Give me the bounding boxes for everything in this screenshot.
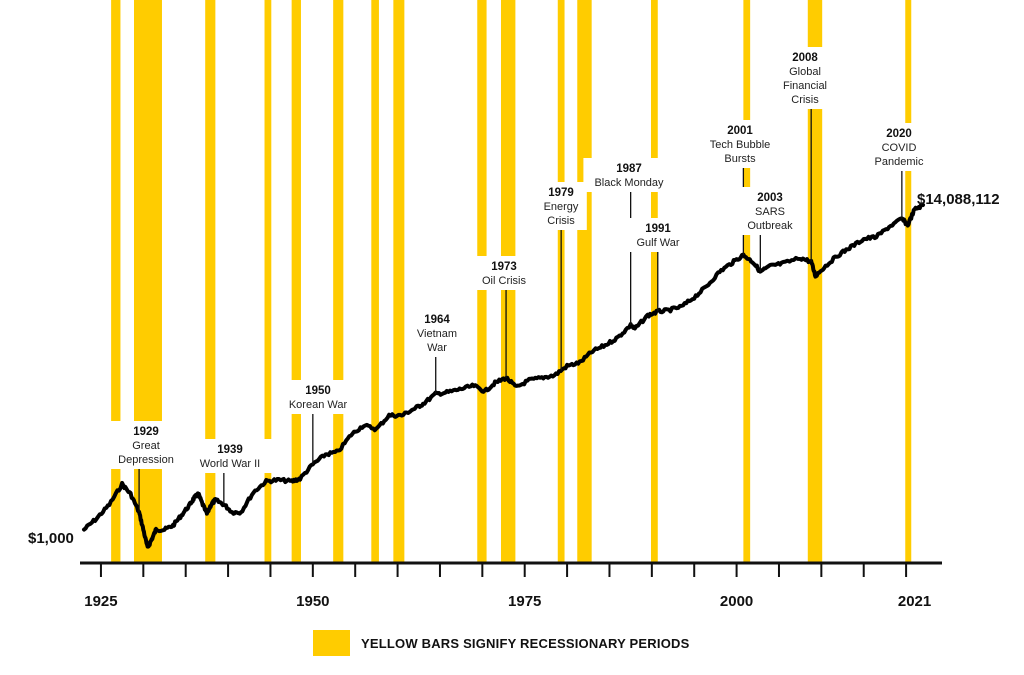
x-tick-label: 1975 xyxy=(508,593,541,610)
recession-bar xyxy=(650,0,658,563)
annotation-text: Great xyxy=(132,440,160,452)
annotation-1991: 1991 Gulf War xyxy=(625,218,691,312)
recession-bar xyxy=(905,0,912,563)
annotation-box xyxy=(184,439,276,473)
annotation-text: Outbreak xyxy=(747,220,793,232)
annotation-text: COVID xyxy=(882,142,917,154)
annotation-text: War xyxy=(427,342,447,354)
annotation-text: Bursts xyxy=(724,153,756,165)
growth-line-series xyxy=(82,202,925,549)
annotation-box xyxy=(535,182,587,230)
annotation-1979: 1979 Energy Crisis xyxy=(535,182,587,371)
annotation-year: 2003 xyxy=(757,192,783,204)
annotation-text: World War II xyxy=(200,458,261,470)
annotation-box xyxy=(465,256,543,290)
annotation-year: 2020 xyxy=(886,128,912,140)
annotation-1939: 1939 World War II xyxy=(184,439,276,505)
annotation-box xyxy=(697,120,783,168)
annotation-2001: 2001 Tech Bubble Bursts xyxy=(697,120,783,256)
annotation-text: Depression xyxy=(118,454,174,466)
annotation-text: Tech Bubble xyxy=(710,139,771,151)
annotation-box xyxy=(107,421,185,469)
annotation-box xyxy=(769,47,841,109)
recession-bar xyxy=(577,0,592,563)
annotation-box xyxy=(583,158,675,192)
annotation-text: Oil Crisis xyxy=(482,275,526,287)
annotation-text: Vietnam xyxy=(417,328,457,340)
x-tick-label: 2021 xyxy=(898,593,931,610)
annotation-text: Global xyxy=(789,66,821,78)
annotation-1973: 1973 Oil Crisis xyxy=(465,256,543,378)
recession-bar xyxy=(205,0,216,563)
legend-swatch xyxy=(313,630,350,656)
recession-bar xyxy=(291,0,301,563)
annotation-year: 1973 xyxy=(491,261,517,273)
annotation-text: Korean War xyxy=(289,399,348,411)
annotation-2003: 2003 SARS Outbreak xyxy=(737,187,803,272)
x-tick-label: 1950 xyxy=(296,593,329,610)
annotation-year: 1929 xyxy=(133,426,159,438)
x-tick-label: 2000 xyxy=(720,593,753,610)
annotation-1929: 1929 Great Depression xyxy=(107,421,185,513)
recession-bar xyxy=(111,0,121,563)
legend-text: YELLOW BARS SIGNIFY RECESSIONARY PERIODS xyxy=(361,635,690,651)
annotation-text: Black Monday xyxy=(594,177,664,189)
annotation-box xyxy=(866,123,932,171)
event-annotations: 1929 Great Depression 1939 World War II 1950 K… xyxy=(107,47,932,513)
x-tick-label: 1925 xyxy=(84,593,117,610)
growth-line xyxy=(82,202,925,549)
annotation-year: 1991 xyxy=(645,223,671,235)
annotation-text: Pandemic xyxy=(875,156,924,168)
recession-bar xyxy=(333,0,344,563)
value-labels: $1,000 $14,088,112 xyxy=(28,191,1000,547)
annotation-text: Energy xyxy=(544,201,579,213)
recession-bar xyxy=(134,0,162,563)
annotation-year: 2001 xyxy=(727,125,753,137)
annotation-year: 1939 xyxy=(217,444,243,456)
annotation-2008: 2008 Global Financial Crisis xyxy=(769,47,841,262)
recession-bar xyxy=(264,0,272,563)
recession-bar xyxy=(743,0,751,563)
annotation-year: 1987 xyxy=(616,163,642,175)
annotation-text: Gulf War xyxy=(637,237,680,249)
x-axis: 1925 1950 1975 2000 2021 xyxy=(80,561,942,610)
annotation-text: Crisis xyxy=(547,215,575,227)
annotation-year: 1964 xyxy=(424,314,450,326)
annotation-box xyxy=(279,380,357,414)
recession-bar xyxy=(371,0,379,563)
annotation-box xyxy=(407,309,467,357)
start-value-label: $1,000 xyxy=(28,530,74,547)
annotation-year: 1979 xyxy=(548,187,574,199)
annotation-year: 2008 xyxy=(792,52,818,64)
annotation-year: 1950 xyxy=(305,385,331,397)
annotation-text: Financial xyxy=(783,80,827,92)
legend: YELLOW BARS SIGNIFY RECESSIONARY PERIODS xyxy=(313,630,689,656)
annotation-box xyxy=(625,218,691,252)
annotation-1950: 1950 Korean War xyxy=(279,380,357,465)
annotation-box xyxy=(737,187,803,235)
annotation-1987: 1987 Black Monday xyxy=(583,158,675,326)
annotation-text: Crisis xyxy=(791,94,819,106)
end-value-label: $14,088,112 xyxy=(917,191,1000,208)
annotation-text: SARS xyxy=(755,206,785,218)
recession-bar xyxy=(393,0,405,563)
annotation-1964: 1964 Vietnam War xyxy=(407,309,467,394)
annotation-2020: 2020 COVID Pandemic xyxy=(866,123,932,219)
